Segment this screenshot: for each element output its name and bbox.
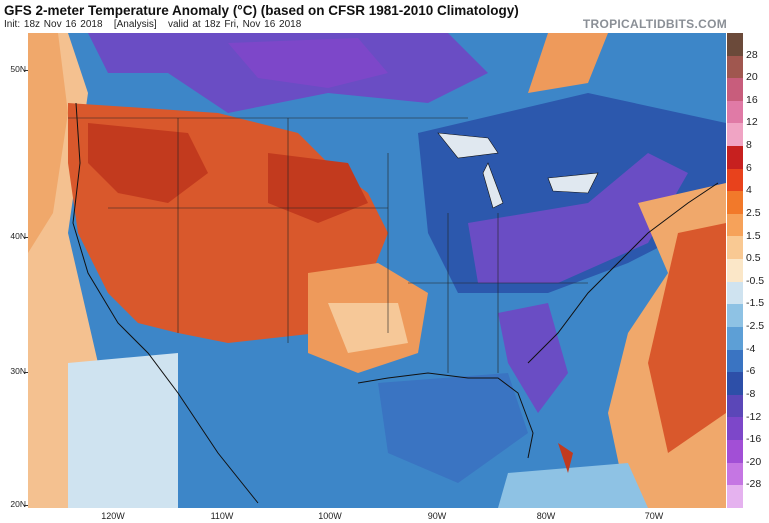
atlantic-hot-core	[648, 223, 726, 453]
colorbar-label: -12	[746, 410, 762, 423]
colorbar-swatch	[727, 462, 743, 486]
colorbar-swatch	[727, 213, 743, 237]
atlantic-coastline	[527, 182, 719, 364]
florida-warm-spot	[558, 443, 573, 473]
brand-watermark: TROPICALTIDBITS.COM	[582, 17, 727, 31]
colorbar-label: -0.5	[746, 274, 765, 287]
colorbar-label: -2.5	[746, 320, 765, 333]
caribbean-area	[498, 463, 648, 508]
valid-time: valid at 18z Fri, Nov 16 2018	[168, 19, 302, 30]
colorbar-swatch	[727, 349, 743, 373]
colorbar-label: 8	[746, 139, 752, 152]
colorbar-swatch	[727, 394, 743, 418]
colorbar-swatch	[727, 372, 743, 395]
colorbar-label: 1.5	[746, 229, 761, 242]
colorbar-swatch	[727, 168, 743, 192]
lat-label: 40N	[10, 231, 26, 241]
colorbar-swatch	[727, 78, 743, 101]
pacific-warm-core	[28, 33, 68, 253]
colorbar-label: -6	[746, 365, 756, 378]
northeast-cold-core	[468, 153, 688, 283]
colorbar-label: 28	[746, 48, 758, 61]
lon-label: 80W	[536, 511, 556, 521]
colorbar-swatch	[727, 485, 743, 508]
colorbar-swatch	[727, 55, 743, 79]
colorbar-swatch	[727, 259, 743, 282]
colorbar-label: 2.5	[746, 206, 761, 219]
lake-superior	[437, 132, 499, 159]
colorbar-swatch	[727, 236, 743, 260]
colorbar-label: 20	[746, 71, 758, 84]
colorbar-swatch	[727, 191, 743, 214]
colorbar-swatch	[727, 304, 743, 327]
colorbar-swatch	[727, 123, 743, 147]
lat-label: 20N	[10, 499, 26, 509]
lon-label: 90W	[427, 511, 447, 521]
gulf-coastline	[357, 372, 534, 459]
anomaly-map	[28, 33, 726, 508]
colorbar-label: 12	[746, 116, 758, 129]
colorbar-swatch	[727, 281, 743, 305]
colorbar-swatch	[727, 33, 743, 56]
lat-tick	[24, 237, 28, 238]
lon-label: 110W	[210, 511, 234, 521]
lat-tick	[24, 372, 28, 373]
init-time: Init: 18z Nov 16 2018	[4, 19, 103, 30]
colorbar-swatch	[727, 100, 743, 124]
colorbar-label: -20	[746, 455, 762, 468]
lat-label: 30N	[10, 366, 26, 376]
colorbar-swatch	[727, 439, 743, 463]
map-title: GFS 2-meter Temperature Anomaly (°C) (ba…	[4, 3, 519, 18]
lon-label: 120W	[101, 511, 125, 521]
lat-label: 50N	[10, 64, 26, 74]
colorbar-label: -1.5	[746, 297, 765, 310]
colorbar-label: -8	[746, 387, 756, 400]
lake-erie	[547, 172, 599, 194]
colorbar-swatch	[727, 326, 743, 350]
colorbar-label: -16	[746, 433, 762, 446]
colorbar-label: -4	[746, 342, 756, 355]
lon-label: 70W	[644, 511, 664, 521]
colorbar-label: 0.5	[746, 252, 761, 265]
map-canvas	[28, 33, 726, 508]
lake-michigan	[482, 162, 504, 209]
colorbar	[727, 33, 743, 508]
state-borders	[68, 117, 588, 373]
colorbar-swatch	[727, 146, 743, 169]
lat-tick	[24, 70, 28, 71]
colorbar-swatch	[727, 417, 743, 440]
colorbar-label: 16	[746, 93, 758, 106]
hudson-warm-patch	[528, 33, 608, 93]
colorbar-label: 4	[746, 184, 752, 197]
gulf-cool-area	[378, 373, 528, 483]
lon-label: 100W	[318, 511, 342, 521]
mexico-pale-area	[68, 353, 178, 508]
analysis-tag: [Analysis]	[113, 19, 157, 30]
colorbar-label: -28	[746, 478, 762, 491]
canada-very-cold	[228, 38, 388, 88]
colorbar-label: 6	[746, 161, 752, 174]
map-subtitle: Init: 18z Nov 16 2018 [Analysis] valid a…	[4, 19, 301, 30]
lat-tick	[24, 505, 28, 506]
pacific-coastline	[72, 102, 259, 504]
plains-hot-core	[268, 153, 368, 223]
